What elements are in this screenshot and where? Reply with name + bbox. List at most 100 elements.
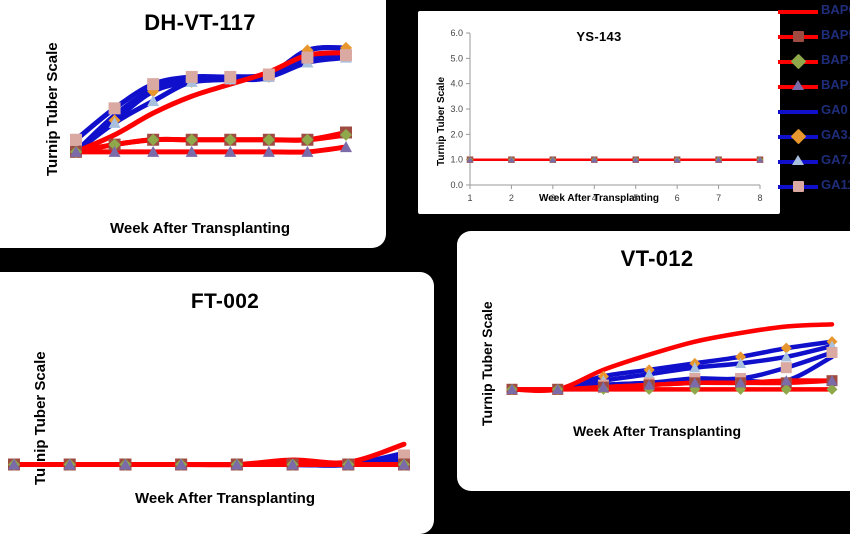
x-axis-label-ft: Week After Transplanting [134, 490, 316, 507]
legend-item-bap5[interactable]: BAP5 [778, 25, 850, 50]
panel-title-ft: FT-002 [190, 290, 260, 313]
y-tick-label: 0.0 [450, 180, 463, 190]
x-tick-label: 6 [675, 193, 680, 203]
data-point-marker-diamond [147, 133, 160, 146]
data-point-marker-triangle [466, 156, 474, 163]
data-point-marker-triangle [735, 377, 747, 388]
axes: 0.0 1.0 2.0 3.0 4.0 5.0 6.0 1 2 3 4 5 6 7 8 [450, 28, 762, 203]
data-point-marker-triangle [591, 156, 598, 163]
data-point-marker-triangle [108, 145, 121, 157]
data-point-marker-diamond [301, 133, 314, 146]
legend-label: GA0 [821, 102, 848, 117]
data-point-marker-triangle [826, 375, 838, 386]
legend-item-bap15[interactable]: BAP15 [778, 75, 850, 100]
data-point-marker-triangle [597, 381, 609, 392]
data-point-marker-triangle [508, 156, 515, 163]
panel-dh-vt-117: DH-VT-117 Turnip Tuber Scale Week After … [0, 0, 386, 248]
data-point-marker-triangle [70, 145, 82, 157]
data-point-marker-diamond [826, 383, 838, 395]
y-tick-label: 6.0 [450, 28, 463, 38]
data-point-marker-triangle [673, 156, 681, 163]
legend-item-ga7-5[interactable]: GA7.5 [778, 150, 850, 175]
x-axis-label-dh: Week After Transplanting [109, 220, 291, 237]
legend-marker-diamond-icon [790, 128, 807, 145]
data-point-marker-triangle [147, 145, 160, 157]
chart-plot-vt [506, 322, 838, 395]
x-axis-label-vt: Week After Transplanting [572, 423, 742, 439]
y-tick-label: 1.0 [450, 155, 463, 165]
panel-title-dh: DH-VT-117 [144, 10, 256, 35]
chart-plot-ys: 0.0 1.0 2.0 3.0 4.0 5.0 6.0 1 2 3 4 5 6 7 8 [450, 28, 764, 203]
data-point-marker-square [262, 68, 275, 81]
data-point-marker-triangle [643, 379, 655, 390]
x-axis-label-ys: Week After Transplanting [538, 193, 660, 204]
data-point-marker-triangle [506, 383, 518, 395]
data-point-marker-triangle [756, 156, 764, 163]
data-point-marker-triangle [108, 116, 121, 128]
x-tick-label: 7 [716, 193, 721, 203]
panel-title-vt: VT-012 [620, 246, 694, 271]
data-point-marker-triangle [552, 383, 564, 395]
panel-ys-143: YS-143 Turnip Tuber Scale Week After Tra… [418, 11, 780, 214]
data-point-marker-diamond [735, 351, 747, 363]
legend-item-bap0[interactable]: BAP0 [778, 0, 850, 25]
data-point-marker-triangle [549, 156, 557, 163]
data-point-marker-triangle [398, 458, 410, 470]
data-point-marker-triangle [643, 368, 655, 379]
data-point-marker-square [147, 78, 160, 91]
panel-title-ys: YS-143 [576, 29, 622, 44]
data-point-marker-square [301, 51, 314, 64]
legend-item-ga3-5[interactable]: GA3.5 [778, 125, 850, 150]
data-point-marker-triangle [715, 156, 722, 163]
data-point-marker-diamond [262, 133, 275, 146]
data-point-marker-triangle [780, 351, 792, 362]
data-point-marker-triangle [224, 145, 237, 157]
legend-line-swatch [778, 10, 818, 14]
data-point-marker-triangle [689, 362, 701, 373]
y-tick-label: 5.0 [450, 53, 463, 63]
x-tick-label: 5 [633, 193, 638, 203]
legend: BAP0 BAP5 BAP10 BAP15 GA0 GA3.5 GA7.5 GA11 [778, 0, 850, 200]
legend-item-ga11[interactable]: GA11 [778, 175, 850, 200]
data-point-marker-diamond [780, 383, 792, 395]
legend-label: BAP0 [821, 2, 850, 17]
legend-marker-triangle-icon [792, 80, 804, 90]
legend-label: GA7.5 [821, 152, 850, 167]
data-point-marker-diamond [780, 342, 792, 354]
chart-plot-dh [70, 41, 352, 158]
legend-label: BAP15 [821, 77, 850, 92]
legend-marker-square-icon [793, 181, 804, 192]
data-point-marker-square [224, 70, 237, 83]
data-point-marker-triangle [119, 458, 132, 470]
x-tick-label: 2 [509, 193, 514, 203]
panel-vt-012: VT-012 Turnip Tuber Scale Week After Tra… [457, 231, 850, 491]
x-tick-label: 4 [592, 193, 597, 203]
legend-label: GA11 [821, 177, 850, 192]
data-point-marker-triangle [301, 145, 314, 157]
x-tick-label: 8 [757, 193, 762, 203]
data-point-marker-triangle [780, 375, 792, 386]
y-tick-label: 2.0 [450, 129, 463, 139]
data-point-marker-triangle [689, 377, 701, 388]
data-point-marker-diamond [185, 133, 198, 146]
data-point-marker-triangle [262, 145, 275, 157]
legend-marker-diamond-icon [790, 53, 807, 70]
data-point-marker-square [780, 362, 792, 374]
data-point-marker-triangle [632, 156, 639, 163]
data-point-marker-triangle [230, 458, 243, 470]
legend-line-swatch [778, 110, 818, 114]
data-point-marker-diamond [340, 128, 352, 141]
data-point-marker-triangle [63, 458, 76, 470]
data-point-marker-square [108, 102, 121, 115]
legend-item-ga0[interactable]: GA0 [778, 100, 850, 125]
data-point-marker-triangle [147, 95, 160, 107]
legend-item-bap10[interactable]: BAP10 [778, 50, 850, 75]
legend-label: GA3.5 [821, 127, 850, 142]
chart-plot-ft [8, 441, 410, 471]
data-point-marker-square [185, 70, 198, 83]
panel-ft-002: FT-002 Turnip Tuber Scale Week After Tra… [0, 272, 434, 534]
data-point-marker-triangle [342, 458, 355, 470]
data-point-marker-triangle [735, 357, 747, 369]
legend-marker-square-icon [793, 31, 804, 42]
data-point-marker-diamond [224, 133, 237, 146]
